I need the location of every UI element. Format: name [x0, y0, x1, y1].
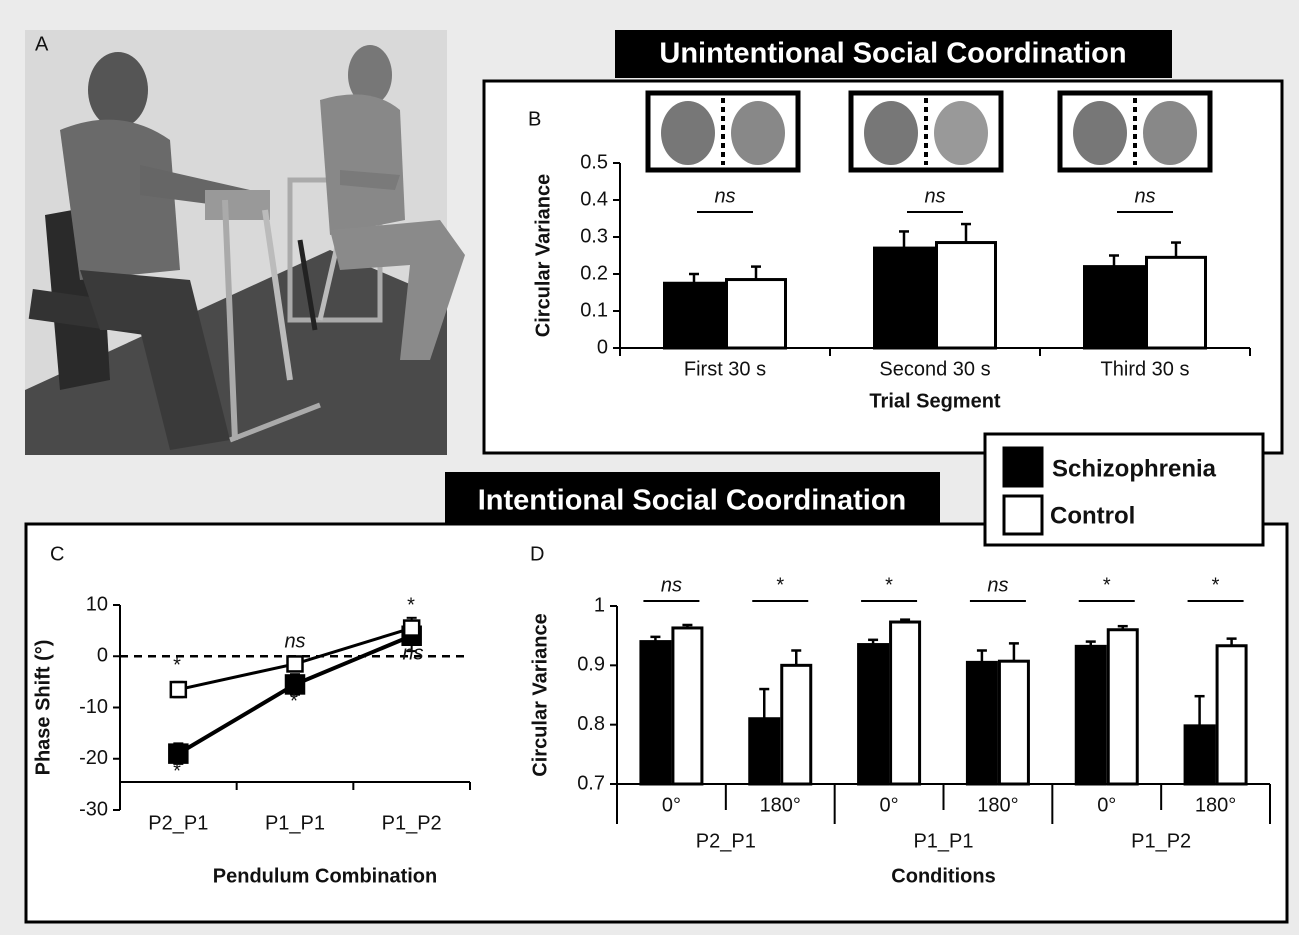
- legend-label: Schizophrenia: [1052, 455, 1217, 482]
- x-tick-label: Second 30 s: [879, 358, 990, 380]
- bar: [1085, 267, 1144, 348]
- y-axis-title: Phase Shift (°): [32, 640, 54, 776]
- marker: [171, 682, 186, 697]
- bar: [859, 645, 888, 784]
- significance-label: ns: [402, 642, 423, 664]
- x-tick-label: 0°: [1097, 794, 1116, 816]
- marker: [288, 656, 303, 671]
- x-axis-title: Conditions: [891, 865, 995, 887]
- x-tick-label: P2_P1: [148, 812, 208, 834]
- panel-letter: B: [528, 108, 541, 130]
- face-images: [648, 93, 1210, 170]
- x-tick-label: 0°: [662, 794, 681, 816]
- y-tick-label: 0.3: [580, 225, 608, 247]
- x-tick-label: 180°: [760, 794, 801, 816]
- bar: [1108, 630, 1137, 784]
- bar: [967, 662, 996, 784]
- bar: [999, 661, 1028, 784]
- bar: [1076, 646, 1105, 784]
- panel-header: Intentional Social Coordination: [478, 485, 907, 517]
- x-tick-label: P1_P2: [382, 812, 442, 834]
- y-tick-label: 0.7: [577, 772, 605, 794]
- bar: [750, 719, 779, 784]
- panel-letter: A: [35, 33, 49, 55]
- y-axis-title: Circular Variance: [532, 174, 554, 337]
- x-tick-label: First 30 s: [684, 358, 766, 380]
- figure: A Unintentional Social Coordination B In…: [0, 0, 1299, 935]
- significance-label: *: [776, 574, 784, 596]
- y-tick-label: 10: [86, 593, 108, 615]
- x-group-label: P1_P2: [1131, 830, 1191, 852]
- y-tick-label: -20: [79, 747, 108, 769]
- y-tick-label: 0.8: [577, 713, 605, 735]
- bar: [673, 628, 702, 784]
- significance-label: ns: [661, 574, 682, 596]
- legend-swatch: [1004, 448, 1042, 486]
- significance-label: *: [173, 654, 181, 676]
- significance-label: *: [1212, 574, 1220, 596]
- bar: [782, 665, 811, 784]
- bar: [641, 642, 670, 784]
- significance-label: *: [1103, 574, 1111, 596]
- significance-label: *: [173, 760, 181, 782]
- y-tick-label: 0.5: [580, 151, 608, 173]
- y-tick-label: -10: [79, 696, 108, 718]
- x-tick-label: 180°: [1195, 794, 1236, 816]
- y-tick-label: 0: [597, 336, 608, 358]
- x-tick-label: 180°: [977, 794, 1018, 816]
- x-tick-label: 0°: [880, 794, 899, 816]
- marker: [404, 621, 419, 636]
- panel-letter: C: [50, 543, 64, 565]
- y-tick-label: -30: [79, 798, 108, 820]
- panel-letter: D: [530, 543, 544, 565]
- bar: [727, 280, 786, 348]
- x-group-label: P2_P1: [696, 830, 756, 852]
- significance-label: *: [407, 594, 415, 616]
- y-tick-label: 0.1: [580, 299, 608, 321]
- y-axis-title: Circular Variance: [529, 613, 551, 776]
- panel-header: Unintentional Social Coordination: [659, 38, 1126, 70]
- x-tick-label: P1_P1: [265, 812, 325, 834]
- significance-label: *: [290, 690, 298, 712]
- significance-label: *: [885, 574, 893, 596]
- x-tick-label: Third 30 s: [1101, 358, 1190, 380]
- illustration: [25, 30, 465, 455]
- bar: [875, 248, 934, 348]
- legend-swatch: [1004, 496, 1042, 534]
- significance-label: ns: [284, 630, 305, 652]
- legend-label: Control: [1050, 502, 1135, 529]
- y-tick-label: 1: [594, 594, 605, 616]
- y-tick-label: 0.9: [577, 654, 605, 676]
- x-axis-title: Pendulum Combination: [213, 865, 437, 887]
- significance-label: ns: [924, 185, 945, 207]
- bar: [1185, 726, 1214, 784]
- bar: [1217, 646, 1246, 784]
- y-tick-label: 0.4: [580, 188, 608, 210]
- y-tick-label: 0: [97, 645, 108, 667]
- significance-label: ns: [987, 574, 1008, 596]
- bar: [1147, 257, 1206, 348]
- bar: [937, 243, 996, 348]
- significance-label: ns: [714, 185, 735, 207]
- bar: [891, 622, 920, 784]
- bar: [665, 283, 724, 348]
- significance-label: ns: [1134, 185, 1155, 207]
- legend: Schizophrenia Control: [985, 434, 1263, 545]
- y-tick-label: 0.2: [580, 262, 608, 284]
- x-axis-title: Trial Segment: [869, 390, 1000, 412]
- x-group-label: P1_P1: [913, 830, 973, 852]
